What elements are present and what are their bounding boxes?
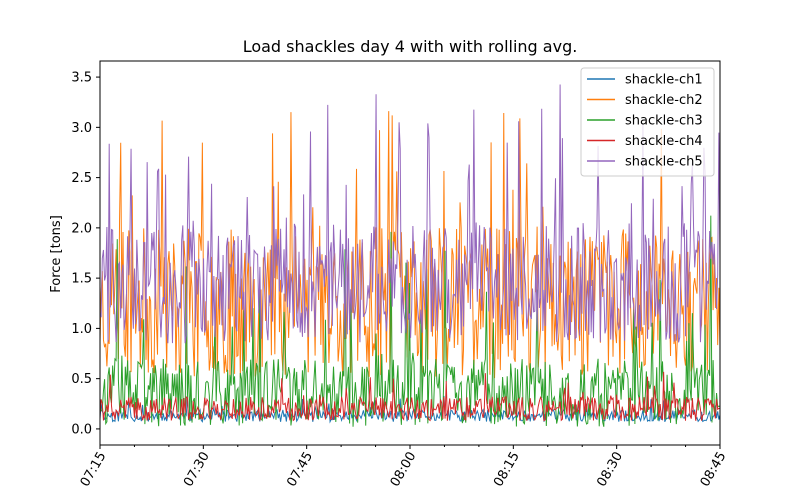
- x-tick-label: 08:45: [698, 450, 730, 490]
- legend-label: shackle-ch5: [625, 155, 703, 170]
- y-tick-label: 1.5: [71, 272, 92, 287]
- y-tick-label: 3.5: [71, 71, 92, 86]
- y-tick-label: 0.5: [71, 372, 92, 387]
- x-tick-label: 07:45: [284, 450, 316, 490]
- x-tick-label: 08:00: [388, 450, 420, 490]
- x-tick-label: 08:30: [594, 450, 626, 490]
- x-tick-label: 07:30: [181, 450, 213, 490]
- y-axis-label: Force [tons]: [49, 215, 64, 293]
- plot-frame: [99, 60, 721, 446]
- y-tick-label: 2.0: [71, 221, 92, 236]
- legend-label: shackle-ch1: [625, 73, 703, 88]
- legend: shackle-ch1 shackle-ch2 shackle-ch3 shackle…: [580, 67, 715, 177]
- legend-box: [580, 67, 715, 177]
- series-line-shackle-ch5: [100, 84, 720, 344]
- x-tick-label: 08:15: [491, 450, 523, 490]
- x-tick-label: 07:15: [78, 450, 110, 490]
- y-tick-label: 2.5: [71, 171, 92, 186]
- y-tick-label: 3.0: [71, 121, 92, 136]
- series-line-shackle-ch4: [100, 371, 720, 422]
- y-tick-label: 1.0: [71, 322, 92, 337]
- y-tick-label: 0.0: [71, 422, 92, 437]
- chart-title: Load shackles day 4 with with rolling av…: [243, 37, 578, 56]
- legend-label: shackle-ch4: [625, 134, 703, 149]
- legend-label: shackle-ch2: [625, 93, 703, 108]
- legend-label: shackle-ch3: [625, 114, 703, 129]
- plot-area: [100, 84, 720, 427]
